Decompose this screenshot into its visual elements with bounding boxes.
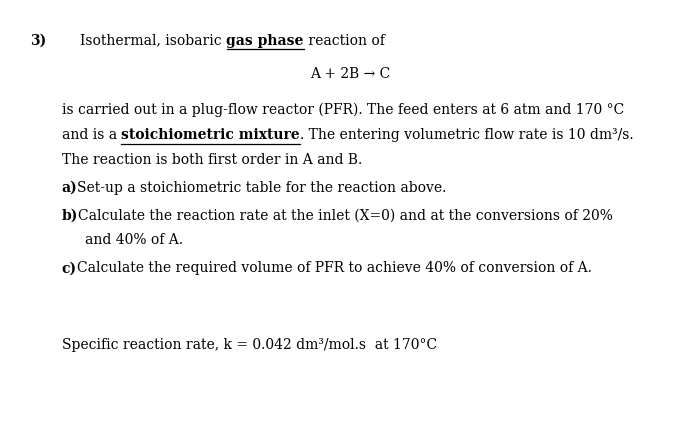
- Text: . The entering volumetric flow rate is 10 dm³/s.: . The entering volumetric flow rate is 1…: [300, 128, 634, 142]
- Text: is carried out in a plug-flow reactor (PFR). The feed enters at 6 atm and 170 °C: is carried out in a plug-flow reactor (P…: [62, 103, 624, 117]
- Text: a): a): [62, 181, 77, 195]
- Text: Specific reaction rate, k = 0.042 dm³/mol.s  at 170°C: Specific reaction rate, k = 0.042 dm³/mo…: [62, 338, 437, 351]
- Text: and 40% of A.: and 40% of A.: [85, 233, 183, 247]
- Text: A + 2B → C: A + 2B → C: [310, 67, 390, 81]
- Text: Calculate the reaction rate at the inlet (X=0) and at the conversions of 20%: Calculate the reaction rate at the inlet…: [78, 209, 613, 223]
- Text: Isothermal, isobaric: Isothermal, isobaric: [80, 33, 227, 47]
- Text: The reaction is both first order in A and B.: The reaction is both first order in A an…: [62, 153, 362, 167]
- Text: gas phase: gas phase: [227, 33, 304, 47]
- Text: reaction of: reaction of: [304, 33, 385, 47]
- Text: stoichiometric mixture: stoichiometric mixture: [121, 128, 300, 142]
- Text: and is a: and is a: [62, 128, 121, 142]
- Text: b): b): [62, 209, 78, 223]
- Text: 3): 3): [30, 33, 46, 47]
- Text: Set-up a stoichiometric table for the reaction above.: Set-up a stoichiometric table for the re…: [77, 181, 447, 195]
- Text: c): c): [62, 261, 77, 275]
- Text: Calculate the required volume of PFR to achieve 40% of conversion of A.: Calculate the required volume of PFR to …: [77, 261, 592, 275]
